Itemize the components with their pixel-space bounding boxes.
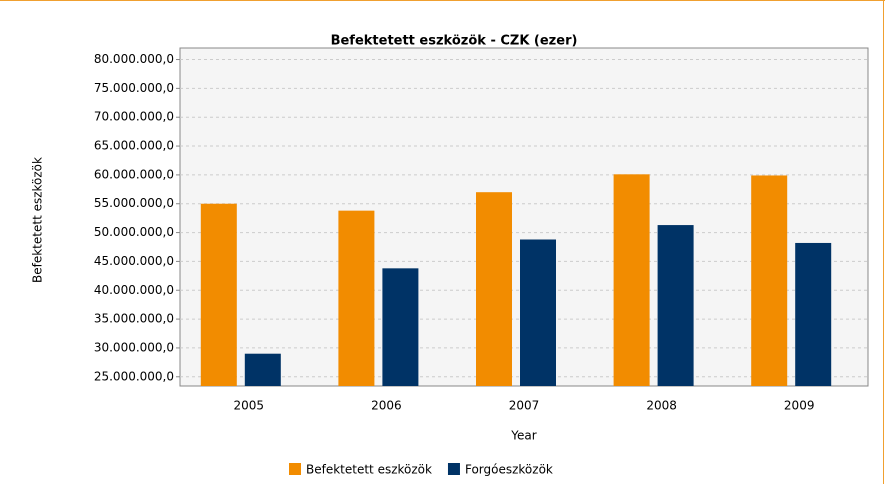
legend-label: Forgóeszközök bbox=[465, 463, 553, 477]
y-tick-label: 40.000.000,0 bbox=[94, 283, 174, 297]
bar bbox=[244, 353, 281, 386]
x-tick-label: 2007 bbox=[509, 399, 540, 413]
x-tick-label: 2006 bbox=[371, 399, 402, 413]
legend-swatch bbox=[289, 463, 301, 475]
bar bbox=[476, 192, 512, 386]
y-tick-label: 70.000.000,0 bbox=[94, 110, 174, 124]
bar bbox=[338, 210, 375, 386]
y-tick-label: 45.000.000,0 bbox=[94, 254, 174, 268]
y-tick-label: 60.000.000,0 bbox=[94, 167, 174, 181]
bar bbox=[200, 203, 237, 386]
x-tick-label: 2008 bbox=[646, 399, 677, 413]
x-tick-label: 2005 bbox=[234, 399, 265, 413]
y-tick-label: 55.000.000,0 bbox=[94, 196, 174, 210]
bar bbox=[751, 175, 788, 386]
bar bbox=[795, 242, 832, 386]
y-tick-label: 80.000.000,0 bbox=[94, 52, 174, 66]
x-tick-label: 2009 bbox=[784, 399, 815, 413]
y-axis-label: Befektetett eszközök bbox=[31, 157, 45, 283]
legend-swatch bbox=[447, 463, 460, 475]
y-tick-label: 35.000.000,0 bbox=[94, 312, 174, 326]
legend-label: Befektetett eszközök bbox=[306, 463, 432, 477]
bar bbox=[657, 225, 694, 386]
bar bbox=[520, 239, 556, 386]
bar bbox=[613, 174, 650, 386]
chart-title: Befektetett eszközök - CZK (ezer) bbox=[331, 34, 578, 49]
y-tick-label: 50.000.000,0 bbox=[94, 225, 174, 239]
bar bbox=[382, 268, 419, 386]
y-tick-label: 30.000.000,0 bbox=[94, 340, 174, 354]
y-tick-label: 75.000.000,0 bbox=[94, 81, 174, 95]
y-tick-label: 25.000.000,0 bbox=[94, 369, 174, 383]
y-tick-label: 65.000.000,0 bbox=[94, 139, 174, 153]
x-axis-label: Year bbox=[510, 429, 536, 443]
